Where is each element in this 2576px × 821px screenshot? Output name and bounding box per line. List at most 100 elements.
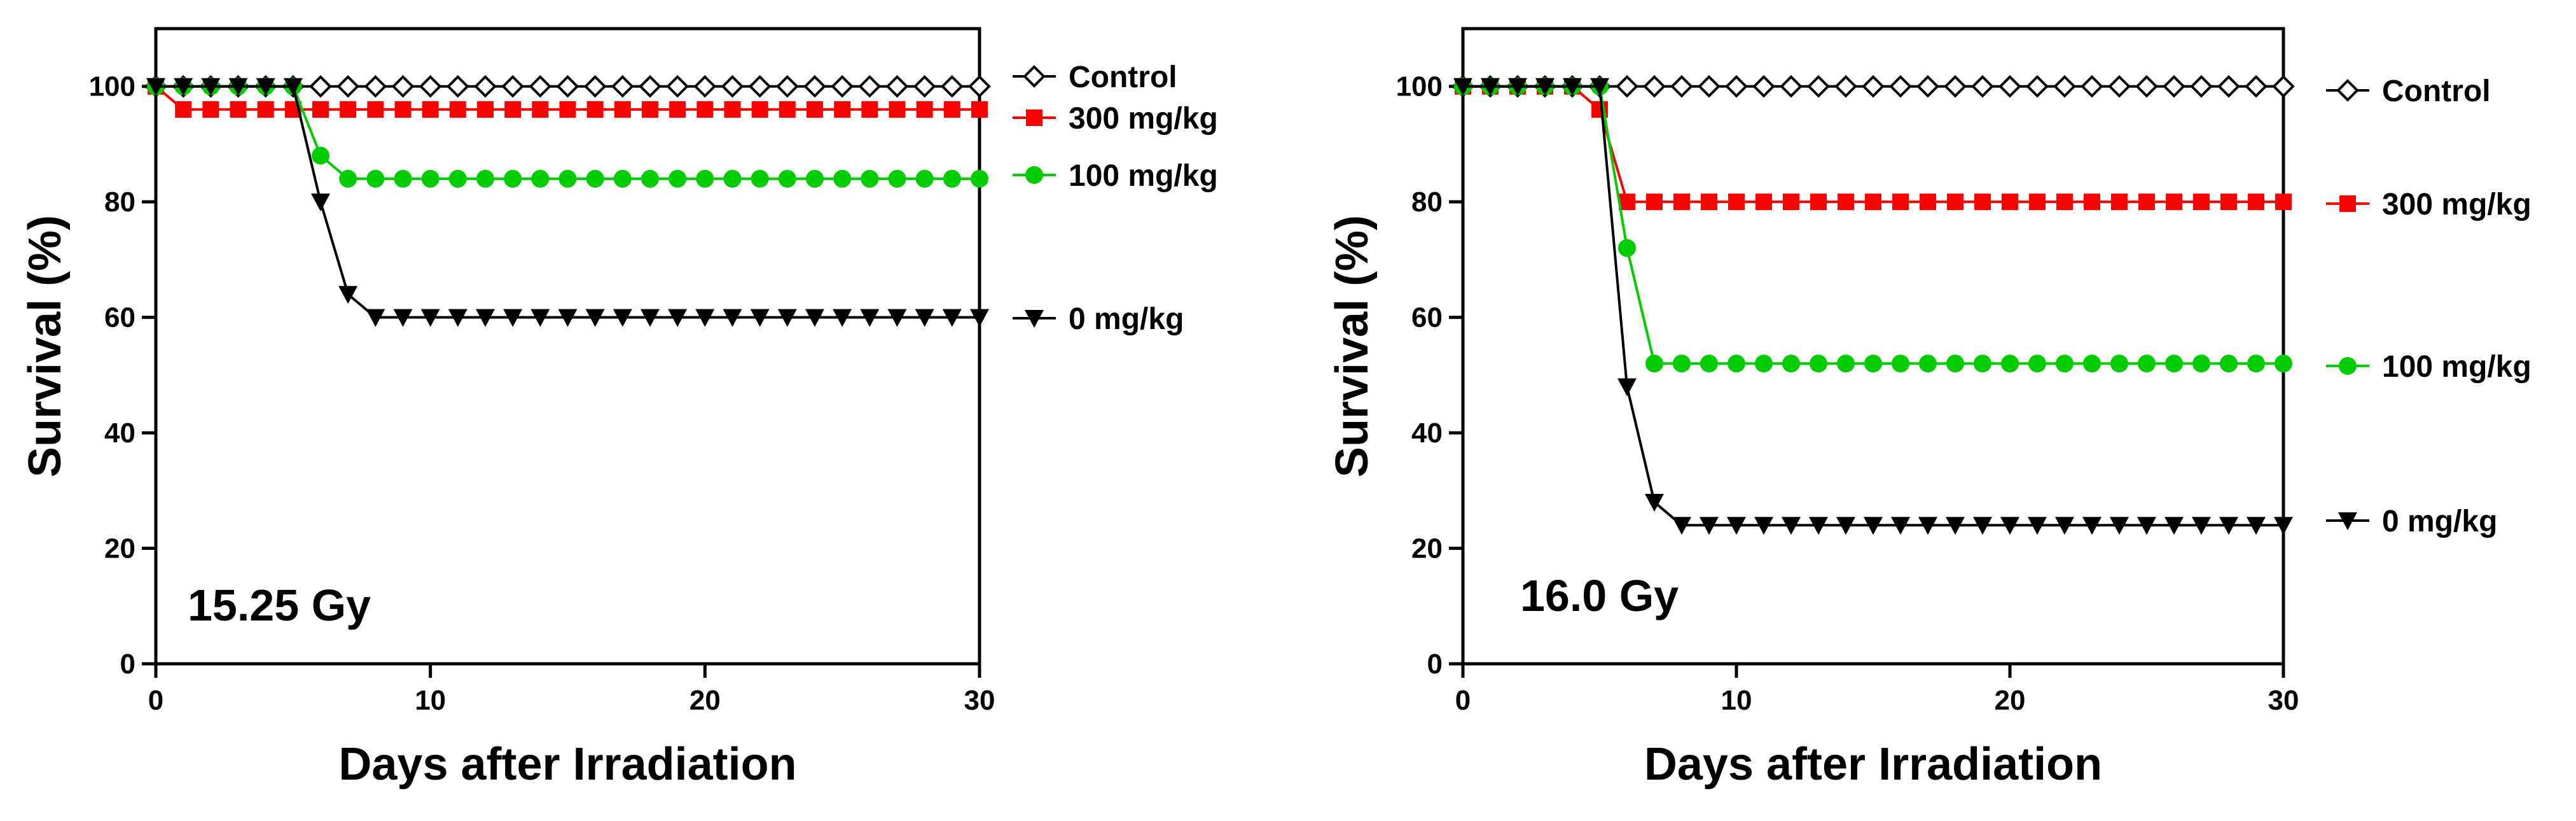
data-point-control: [941, 74, 964, 98]
data-point-control: [501, 74, 524, 98]
data-point-0-mg-kg: [2000, 517, 2019, 535]
data-point-0-mg-kg: [805, 309, 824, 327]
data-point-100-mg-kg: [668, 169, 687, 188]
data-point-300-mg-kg: [1865, 193, 1881, 211]
data-point-100-mg-kg: [833, 169, 852, 188]
series-line-0-mg-kg: [156, 85, 980, 319]
data-point-100-mg-kg: [558, 169, 577, 188]
data-point-control: [529, 74, 552, 98]
data-point-0-mg-kg: [338, 286, 358, 304]
data-point-control: [1725, 74, 1748, 98]
data-point-control: [968, 74, 991, 98]
data-point-0-mg-kg: [174, 78, 193, 96]
data-point-control: [2272, 74, 2295, 98]
data-point-300-mg-kg: [340, 101, 357, 118]
data-point-0-mg-kg: [2164, 517, 2184, 535]
x-tick-label: 0: [148, 685, 163, 716]
data-point-control: [1889, 74, 1912, 98]
data-point-control: [1670, 74, 1693, 98]
data-point-100-mg-kg: [971, 169, 988, 188]
y-tick-label: 0: [120, 649, 135, 680]
data-point-control: [1971, 74, 1994, 98]
data-point-0-mg-kg: [1590, 78, 1609, 96]
data-point-control: [2026, 74, 2049, 98]
data-point-0-mg-kg: [476, 309, 495, 327]
data-point-control: [666, 74, 689, 98]
data-point-300-mg-kg: [2084, 193, 2100, 211]
data-point-0-mg-kg: [1782, 517, 1801, 535]
data-point-300-mg-kg: [1838, 193, 1854, 211]
data-point-0-mg-kg: [2082, 517, 2102, 535]
legend-marker: [1023, 65, 1046, 88]
data-point-0-mg-kg: [366, 309, 385, 327]
legend-marker: [1025, 310, 1044, 328]
data-point-0-mg-kg: [750, 309, 770, 327]
data-point-0-mg-kg: [1809, 517, 1828, 535]
data-point-0-mg-kg: [228, 78, 248, 96]
data-point-100-mg-kg: [915, 169, 934, 188]
data-point-300-mg-kg: [971, 101, 988, 118]
legend-marker: [1026, 109, 1042, 126]
data-point-300-mg-kg: [1755, 193, 1772, 211]
data-point-control: [2190, 74, 2213, 98]
series-line-100-mg-kg: [1463, 85, 2283, 365]
data-point-0-mg-kg: [1453, 78, 1472, 96]
x-tick-label: 10: [415, 685, 446, 716]
data-point-control: [1752, 74, 1775, 98]
data-point-100-mg-kg: [1864, 354, 1882, 373]
data-point-0-mg-kg: [503, 309, 523, 327]
x-tick-label: 30: [964, 685, 995, 716]
data-point-100-mg-kg: [696, 169, 714, 188]
data-point-0-mg-kg: [530, 309, 550, 327]
data-point-control: [2135, 74, 2158, 98]
data-point-300-mg-kg: [1701, 193, 1717, 211]
data-point-100-mg-kg: [2220, 354, 2238, 373]
legend-marker: [2339, 195, 2356, 212]
data-point-100-mg-kg: [1728, 354, 1745, 373]
data-point-100-mg-kg: [2110, 354, 2128, 373]
data-point-0-mg-kg: [668, 309, 688, 327]
data-point-100-mg-kg: [2138, 354, 2156, 373]
data-point-300-mg-kg: [2166, 193, 2182, 211]
data-point-control: [1998, 74, 2021, 98]
data-point-100-mg-kg: [2192, 354, 2210, 373]
legend-label: Control: [2382, 74, 2491, 108]
data-point-100-mg-kg: [1700, 354, 1718, 373]
legend-entry-0-mg-kg: 0 mg/kg: [2326, 505, 2497, 538]
data-point-300-mg-kg: [889, 101, 906, 118]
data-point-300-mg-kg: [504, 101, 522, 118]
y-tick-label: 0: [1427, 649, 1443, 680]
y-tick-label: 60: [1411, 302, 1443, 333]
data-point-300-mg-kg: [230, 101, 247, 118]
data-point-100-mg-kg: [1892, 354, 1909, 373]
data-point-300-mg-kg: [394, 101, 412, 118]
data-point-0-mg-kg: [970, 309, 989, 327]
data-point-0-mg-kg: [777, 309, 797, 327]
data-point-100-mg-kg: [339, 169, 357, 188]
data-point-300-mg-kg: [532, 101, 549, 118]
x-tick-label: 20: [1995, 685, 2026, 716]
data-point-0-mg-kg: [1700, 517, 1719, 535]
legend-entry-100-mg-kg: 100 mg/kg: [1013, 159, 1218, 193]
data-point-control: [2245, 74, 2268, 98]
data-point-300-mg-kg: [2111, 193, 2128, 211]
legend-marker: [2338, 512, 2357, 530]
data-point-300-mg-kg: [724, 101, 741, 118]
data-point-control: [748, 74, 772, 98]
legend-entry-control: Control: [1013, 60, 1177, 94]
series-0-mg-kg: [1453, 78, 2293, 535]
data-point-300-mg-kg: [669, 101, 686, 118]
panel-2: 0 20 40 60 80 100 0 10 20 30 Days after Irradiatio…: [1327, 27, 2531, 790]
legend-entry-300-mg-kg: 300 mg/kg: [1013, 102, 1218, 136]
data-point-control: [1698, 74, 1721, 98]
data-point-control: [1643, 74, 1666, 98]
data-point-control: [913, 74, 936, 98]
data-point-0-mg-kg: [833, 309, 852, 327]
data-point-control: [1616, 74, 1638, 98]
legend-label: Control: [1069, 60, 1177, 94]
data-point-100-mg-kg: [1673, 354, 1691, 373]
data-point-300-mg-kg: [1974, 193, 1991, 211]
data-point-control: [2081, 74, 2103, 98]
data-point-control: [885, 74, 909, 98]
legend-marker: [1025, 166, 1043, 184]
